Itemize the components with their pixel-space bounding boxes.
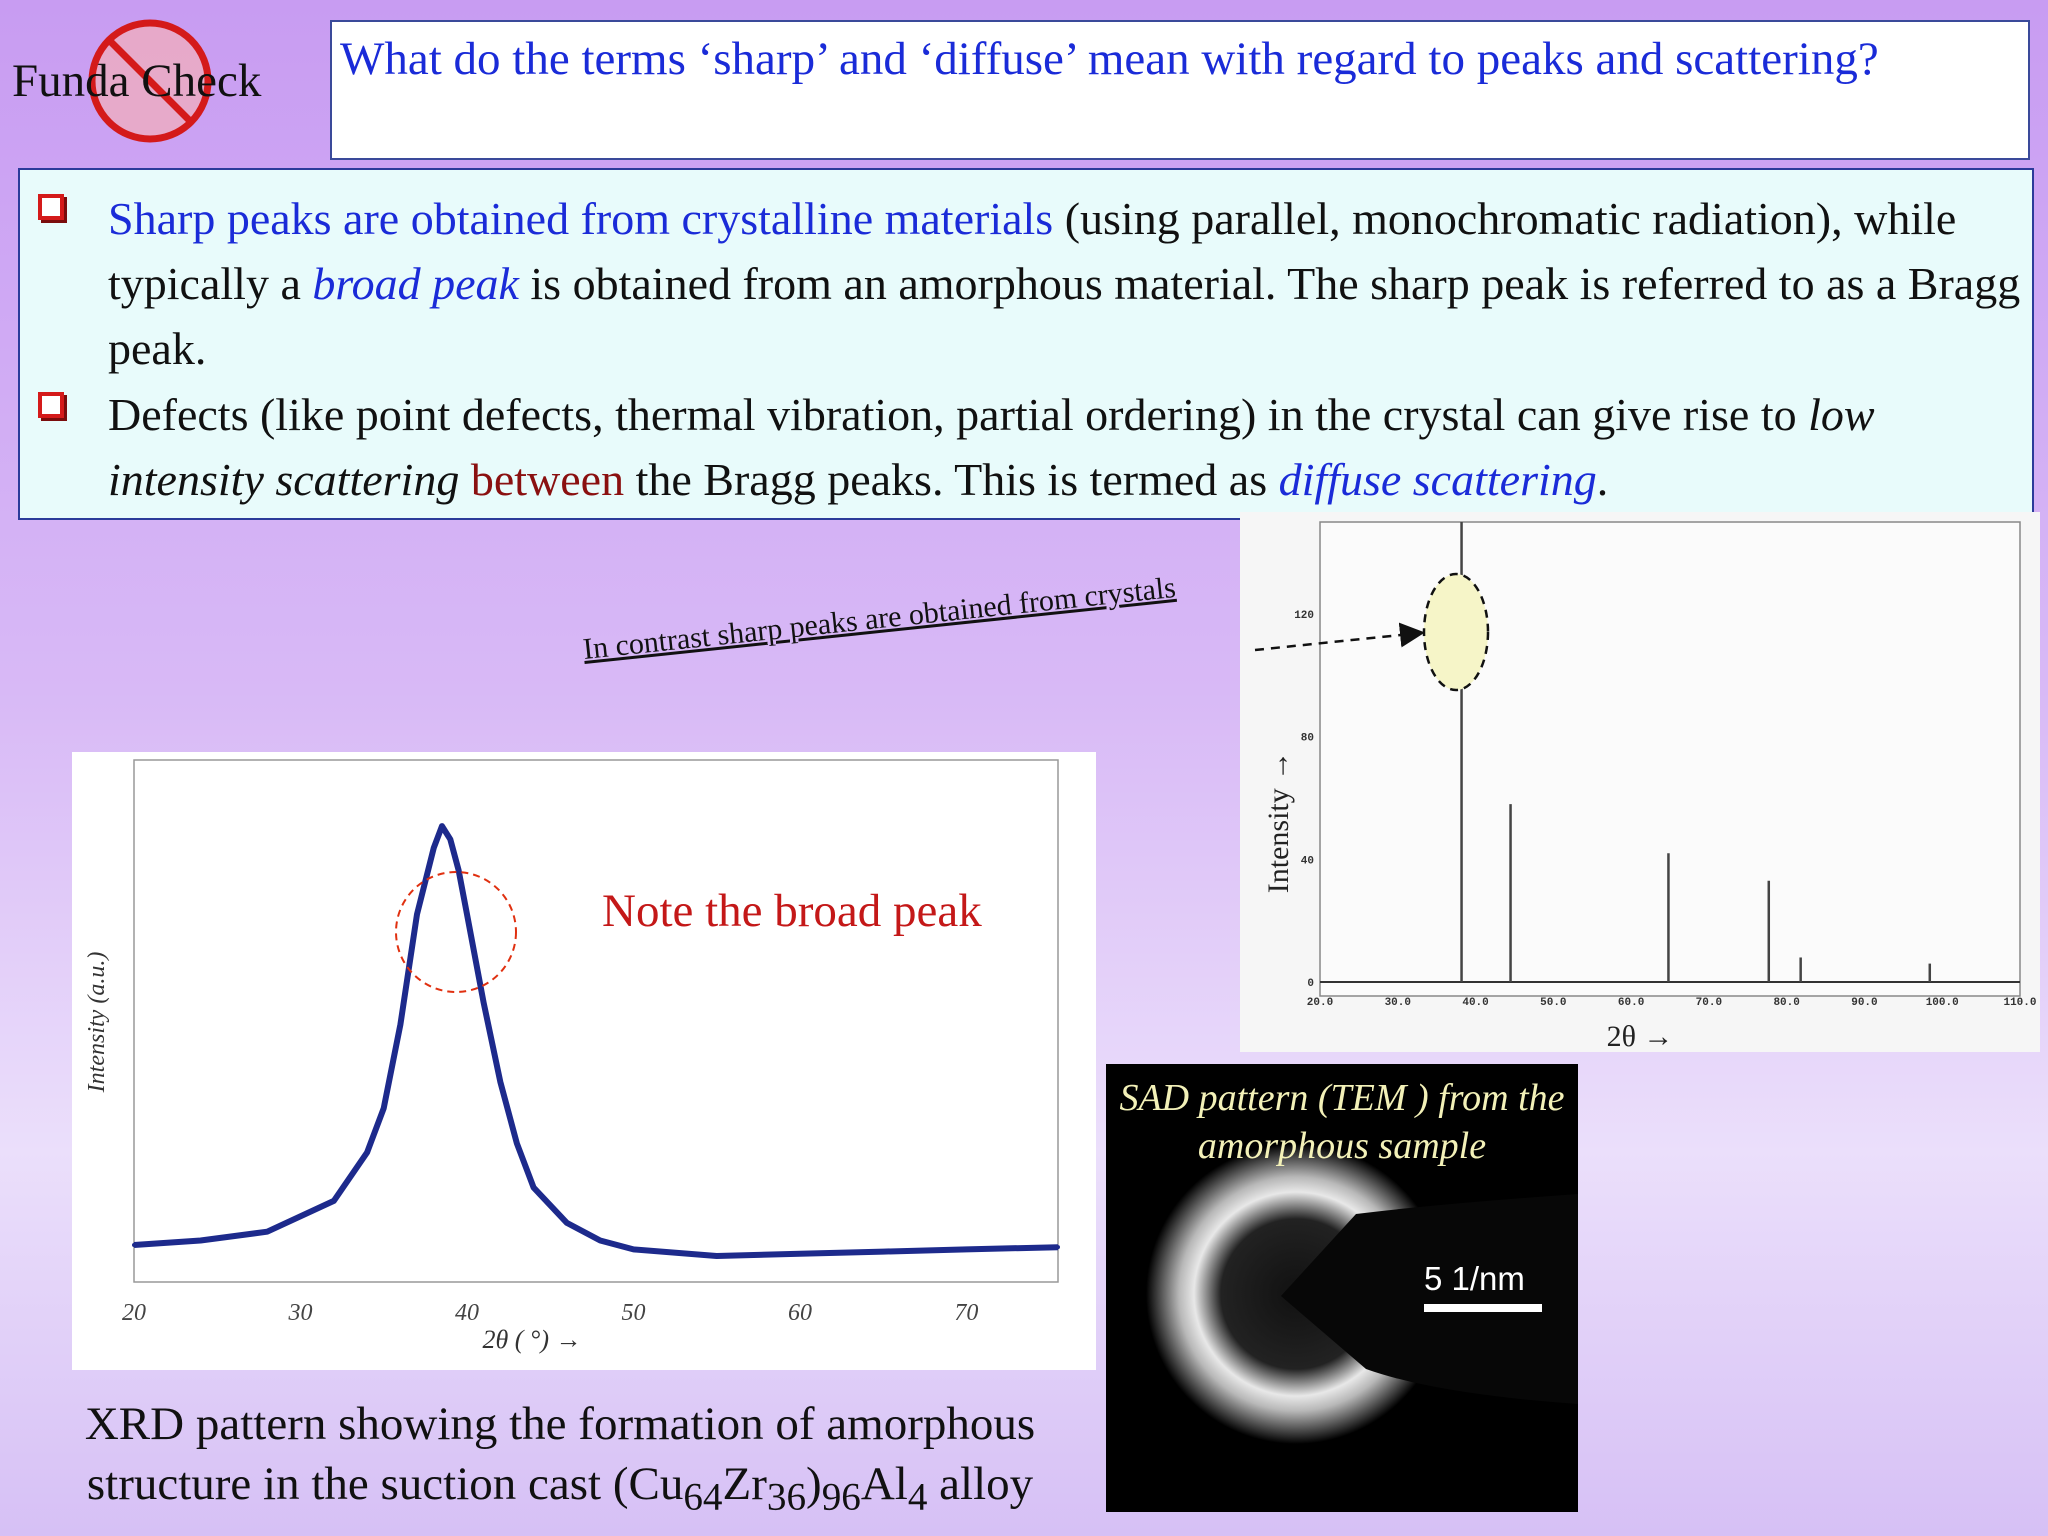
x-tick-label: 20 — [122, 1300, 146, 1326]
crystals-annotation: In contrast sharp peaks are obtained fro… — [581, 570, 1178, 667]
caption-text: Al — [860, 1458, 908, 1510]
text-span: . — [1596, 454, 1609, 505]
caption-text: Zr — [722, 1458, 767, 1510]
y-axis-label: Intensity (a.u.) — [84, 952, 110, 1094]
text-span — [459, 454, 471, 505]
xrd-data-point — [198, 1238, 203, 1243]
xrd-caption-line2: structure in the suction cast (Cu64Zr36)… — [30, 1454, 1090, 1527]
xrd-data-point — [132, 1242, 136, 1247]
diffraction-ring-graphic — [1146, 1144, 1578, 1444]
xrd-data-point — [415, 912, 420, 917]
x-tick-label: 50 — [621, 1300, 645, 1326]
xrd-data-point — [398, 1022, 403, 1027]
funda-check-label: Funda Check — [12, 55, 262, 107]
bullet-square-icon — [38, 392, 64, 418]
x-axis-label: 2θ ( °) → — [483, 1325, 582, 1354]
question-box: What do the terms ‘sharp’ and ‘diffuse’ … — [330, 20, 2030, 160]
xrd-data-point — [631, 1247, 636, 1252]
x-tick-label: 20.0 — [1307, 997, 1333, 1009]
bullet-square-icon — [38, 194, 64, 220]
xrd-data-point — [456, 868, 461, 873]
xrd-data-point — [265, 1229, 270, 1234]
text-span: the Bragg peaks. This is termed as — [624, 454, 1279, 505]
x-tick-label: 40.0 — [1462, 997, 1488, 1009]
xrd-data-point — [564, 1220, 569, 1225]
xrd-data-point — [514, 1141, 519, 1146]
x-tick-label: 90.0 — [1851, 997, 1877, 1009]
xrd-data-point — [964, 1247, 969, 1252]
x-tick-label: 50.0 — [1540, 997, 1566, 1009]
sad-caption: SAD pattern (TEM ) from the amorphous sa… — [1106, 1074, 1578, 1170]
scale-bar-label: 5 1/nm — [1424, 1260, 1525, 1297]
between-word: between — [470, 454, 625, 505]
x-tick-label: 70 — [954, 1300, 978, 1326]
xrd-data-point — [448, 837, 453, 842]
xrd-data-point — [331, 1198, 336, 1203]
y-tick-label: 0 — [1307, 978, 1314, 990]
plot-frame — [133, 759, 1059, 1283]
amorphous-xrd-chart: 20 30 40 50 60 70 Intensity (a.u.) 2θ ( °) → — [72, 752, 1096, 1370]
sad-pattern-image: SAD pattern (TEM ) from the amorphous sa… — [1106, 1064, 1578, 1512]
xrd-data-point — [464, 912, 469, 917]
broad-peak-annotation: Note the broad peak — [602, 885, 982, 937]
xrd-data-point — [598, 1238, 603, 1243]
broad-peak-circle — [395, 871, 517, 993]
xrd-data-point — [797, 1251, 802, 1256]
x-tick-label: 70.0 — [1696, 997, 1722, 1009]
y-axis-label: Intensity → — [1262, 751, 1295, 894]
xrd-data-point — [431, 846, 436, 851]
peak-highlight-ellipse — [1422, 572, 1490, 692]
x-tick-label: 40 — [455, 1300, 479, 1326]
xrd-data-point — [531, 1185, 536, 1190]
xrd-data-point — [481, 1000, 486, 1005]
subscript: 64 — [683, 1475, 723, 1519]
xrd-data-point — [498, 1079, 503, 1084]
subscript: 4 — [907, 1475, 928, 1519]
sad-caption-line2: amorphous sample — [1197, 1125, 1487, 1167]
caption-text: alloy — [927, 1458, 1034, 1510]
xrd-data-point — [365, 1150, 370, 1155]
y-tick-label: 120 — [1294, 610, 1314, 622]
text-span: (using parallel, monochromatic radiation… — [108, 193, 1957, 309]
broad-peak-phrase: broad peak — [312, 258, 519, 309]
caption-text: ) — [806, 1458, 822, 1510]
question-text: What do the terms ‘sharp’ and ‘diffuse’ … — [340, 33, 1879, 85]
x-tick-label: 110.0 — [2003, 997, 2036, 1009]
no-sign-icon — [88, 19, 212, 143]
sad-caption-line1: SAD pattern (TEM ) from the — [1119, 1077, 1565, 1119]
diffuse-scattering-phrase: diffuse scattering — [1278, 454, 1597, 505]
text-span: is obtained from an amorphous material. … — [108, 258, 2021, 374]
crystalline-xrd-chart: 20.0 30.0 40.0 50.0 60.0 70.0 80.0 90.0 100.0 110… — [1240, 512, 2040, 1053]
sharp-peak-highlight — [1422, 572, 1490, 692]
scale-bar — [1424, 1304, 1542, 1312]
subscript: 36 — [766, 1475, 807, 1519]
xrd-data-point — [714, 1253, 719, 1258]
xrd-caption-line1: XRD pattern showing the formation of amo… — [84, 1398, 1036, 1450]
x-tick-label: 60 — [788, 1300, 812, 1326]
x-tick-label: 100.0 — [1926, 997, 1959, 1009]
x-tick-label: 30 — [287, 1300, 312, 1326]
subscript: 96 — [821, 1475, 861, 1519]
x-tick-label: 60.0 — [1618, 997, 1644, 1009]
info-box: Sharp peaks are obtained from crystallin… — [18, 168, 2034, 520]
x-tick-label: 80.0 — [1773, 997, 1799, 1009]
xrd-data-point — [440, 824, 444, 829]
sharp-peaks-phrase: Sharp peaks are obtained from crystallin… — [108, 193, 1054, 244]
crystalline-xrd-svg: 20.0 30.0 40.0 50.0 60.0 70.0 80.0 90.0 100.0 110… — [1262, 521, 2037, 1053]
xrd-data-point — [881, 1249, 886, 1254]
caption-text: structure in the suction cast (Cu — [86, 1458, 684, 1510]
text-span: Defects (like point defects, thermal vib… — [108, 389, 1809, 440]
xrd-data-point — [1056, 1245, 1060, 1250]
y-tick-label: 40 — [1301, 855, 1314, 867]
amorphous-xrd-svg: 20 30 40 50 60 70 Intensity (a.u.) 2θ ( °) → — [84, 759, 1060, 1354]
bullet-paragraph-sharp: Sharp peaks are obtained from crystallin… — [108, 186, 2028, 381]
xrd-caption: XRD pattern showing the formation of amo… — [30, 1394, 1090, 1527]
y-tick-label: 80 — [1301, 733, 1314, 745]
xrd-data-point — [381, 1106, 386, 1111]
bullet-paragraph-diffuse: Defects (like point defects, thermal vib… — [108, 382, 2028, 512]
x-tick-label: 30.0 — [1385, 997, 1411, 1009]
low-intensity-phrase: low intensity scattering — [108, 389, 1875, 505]
x-axis-label: 2θ → — [1607, 1020, 1674, 1052]
